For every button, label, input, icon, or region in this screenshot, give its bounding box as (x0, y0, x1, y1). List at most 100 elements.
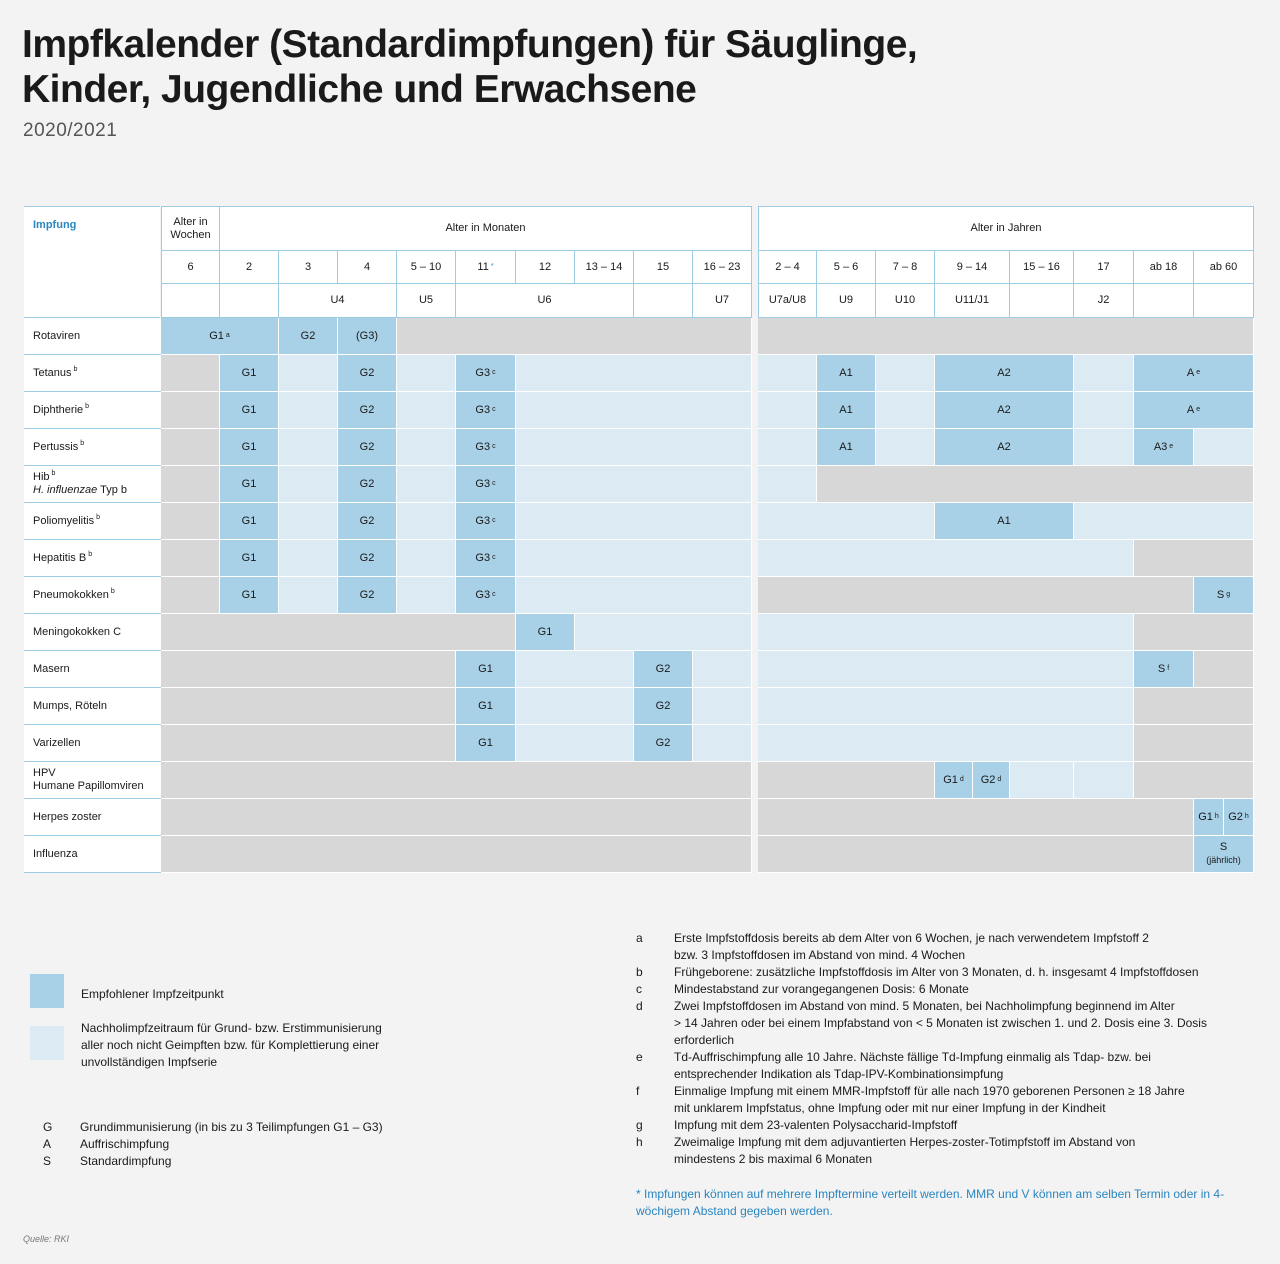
legend-swatch-catch-up (30, 1026, 64, 1060)
legend-label-recommended: Empfohlener Impfzeitpunkt (81, 987, 224, 1001)
dose-label: G1 (241, 477, 257, 490)
catch-up-cell (397, 503, 456, 540)
row-label-text: Varizellen (33, 736, 81, 749)
recommended-dose-cell: G1 (220, 355, 279, 392)
row-label-text: Poliomyelitis (33, 514, 95, 527)
dose-label: A1 (839, 403, 853, 416)
abbreviation-value: Standardimpfung (80, 1154, 172, 1168)
row-label: Pertussis b (24, 429, 161, 466)
catch-up-cell (516, 540, 752, 577)
abbreviation-value: Auffrischimpfung (80, 1137, 170, 1151)
catch-up-cell (397, 392, 456, 429)
row-label: Masern (24, 651, 161, 688)
recommended-dose-cell: A2 (935, 355, 1074, 392)
footnote-text: Td-Auffrischimpfung alle 10 Jahre. Nächs… (674, 1050, 1151, 1064)
dose-label: G2 (359, 551, 375, 564)
dose-label: G2 (359, 477, 375, 490)
row-label: Varizellen (24, 725, 161, 762)
checkup-header: U7a/U8 (758, 284, 817, 318)
recommended-dose-cell: G2 d (973, 762, 1010, 799)
row-label: Hib b H. influenzae Typ b (24, 466, 161, 503)
checkup-header (634, 284, 693, 318)
dose-label: A2 (997, 440, 1011, 453)
footnote-marker: b (80, 439, 85, 447)
recommended-dose-cell: A1 (817, 355, 876, 392)
row-label: Meningokokken C (24, 614, 161, 651)
age-column-header: 9 – 14 (935, 251, 1010, 284)
catch-up-cell (693, 688, 752, 725)
dose-label: G2 (655, 699, 671, 712)
source-label: Quelle: RKI (23, 1234, 70, 1244)
checkup-header: U4 (279, 284, 397, 318)
not-applicable-cell (161, 799, 752, 836)
dose-label: G2 (300, 329, 316, 342)
recommended-dose-cell: G1 (516, 614, 575, 651)
checkup-header: U7 (693, 284, 752, 318)
footnote-key: e (636, 1050, 643, 1064)
dose-label: G3 (475, 551, 491, 564)
checkup-header (161, 284, 220, 318)
catch-up-cell (516, 688, 634, 725)
abbreviation-key: A (43, 1137, 52, 1151)
row-label: Influenza (24, 836, 161, 873)
dose-label: G3 (475, 514, 491, 527)
not-applicable-cell (1134, 725, 1254, 762)
not-applicable-cell (758, 799, 1194, 836)
catch-up-cell (279, 466, 338, 503)
catch-up-cell (516, 392, 752, 429)
catch-up-cell (1194, 429, 1254, 466)
dose-label: A1 (839, 366, 853, 379)
footnote-note: * Impfungen können auf mehrere Impftermi… (636, 1187, 1225, 1218)
not-applicable-cell (161, 355, 220, 392)
recommended-dose-cell: G1 d (935, 762, 973, 799)
footnote-text: Zwei Impfstoffdosen im Abstand von mind.… (674, 999, 1175, 1013)
catch-up-cell (876, 429, 935, 466)
footnote-key: c (636, 982, 642, 996)
dose-label: G1 (241, 403, 257, 416)
recommended-dose-cell: G3 c (456, 466, 516, 503)
dose-label: A1 (997, 514, 1011, 527)
not-applicable-cell (397, 318, 752, 355)
not-applicable-cell (758, 836, 1194, 873)
footnote-key: f (636, 1084, 640, 1098)
age-column-header: 5 – 6 (817, 251, 876, 284)
page-title: Impfkalender (Standardimpfungen) für Säu… (22, 22, 918, 112)
legend-label-catch-up: Nachholimpfzeitraum für Grund- bzw. Erst… (81, 1020, 382, 1071)
recommended-dose-cell: G1 (220, 540, 279, 577)
row-label: Pneumokokken b (24, 577, 161, 614)
footnote-marker: b (110, 587, 115, 595)
recommended-dose-cell: G2 (338, 429, 397, 466)
checkup-header: U10 (876, 284, 935, 318)
recommended-dose-cell: A1 (935, 503, 1074, 540)
not-applicable-cell (161, 688, 456, 725)
catch-up-cell (516, 429, 752, 466)
footnote-key: d (636, 999, 643, 1013)
row-label-text: Masern (33, 662, 70, 675)
dose-label: G1 (943, 773, 958, 786)
dose-label: G1 (241, 366, 257, 379)
recommended-dose-cell: A2 (935, 429, 1074, 466)
age-column-header: ab 18 (1134, 251, 1194, 284)
recommended-dose-cell: G2 (338, 503, 397, 540)
age-column-header: 11 * (456, 251, 516, 284)
catch-up-cell (397, 466, 456, 503)
dose-label: G3 (475, 403, 491, 416)
checkup-header: J2 (1074, 284, 1134, 318)
recommended-dose-cell: G3 c (456, 577, 516, 614)
age-column-header: 6 (161, 251, 220, 284)
age-column-header: ab 60 (1194, 251, 1254, 284)
catch-up-cell (1074, 762, 1134, 799)
checkup-header (220, 284, 279, 318)
catch-up-cell (279, 577, 338, 614)
catch-up-cell (516, 466, 752, 503)
footnote-marker: b (73, 365, 78, 373)
recommended-dose-cell: G3 c (456, 540, 516, 577)
checkup-header (1010, 284, 1074, 318)
age-column-header: 12 (516, 251, 575, 284)
footnote-text: > 14 Jahren oder bei einem Impfabstand v… (674, 1016, 1207, 1030)
dose-label: G2 (359, 440, 375, 453)
footnote-text: Zweimalige Impfung mit dem adjuvantierte… (674, 1135, 1136, 1149)
footnote-text: bzw. 3 Impfstoffdosen im Abstand von min… (674, 948, 966, 962)
dose-label: G1 (478, 662, 493, 675)
